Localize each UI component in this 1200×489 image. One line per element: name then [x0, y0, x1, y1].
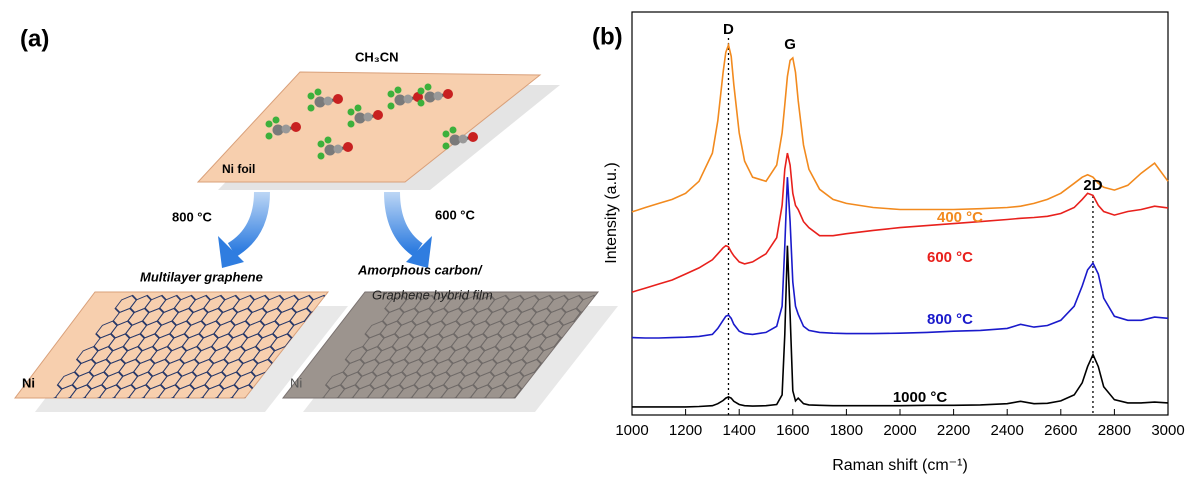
spectrum-line — [632, 245, 1169, 408]
atom — [417, 87, 425, 95]
atom — [323, 96, 333, 106]
x-tick-label: 1200 — [669, 422, 702, 439]
x-tick-label: 2400 — [991, 422, 1024, 439]
plot-frame — [631, 11, 1169, 416]
atom — [333, 144, 343, 154]
atom — [458, 134, 468, 144]
spectrum-line — [631, 152, 1169, 293]
atom — [354, 104, 362, 112]
arrow — [227, 191, 270, 257]
atom — [387, 102, 395, 110]
product-title: Multilayer graphene — [140, 269, 263, 284]
graphene-lattice — [37, 294, 328, 398]
atom — [394, 86, 402, 94]
x-tick-label: 1000 — [615, 422, 648, 439]
atom — [307, 92, 315, 100]
atom — [324, 136, 332, 144]
x-tick-label: 1600 — [776, 422, 809, 439]
atom — [443, 89, 453, 99]
atom — [317, 140, 325, 148]
atom — [413, 92, 423, 102]
series-label: 1000 °C — [893, 389, 948, 406]
atom — [424, 91, 436, 103]
atom — [272, 124, 284, 136]
x-tick-label: 1800 — [830, 422, 863, 439]
temperature-label: 800 °C — [172, 209, 213, 224]
atom — [387, 90, 395, 98]
ni-foil-plate — [196, 71, 542, 183]
peak-label: G — [784, 36, 796, 53]
substrate-label: Ni — [290, 375, 302, 390]
atom — [449, 134, 461, 146]
atom — [265, 120, 273, 128]
spectrum-line — [631, 42, 1169, 213]
temperature-label: 600 °C — [435, 207, 476, 222]
molecules — [265, 83, 478, 160]
arrow-head — [218, 236, 244, 268]
peak-label: D — [723, 21, 734, 38]
atom — [314, 88, 322, 96]
x-tick-label: 2800 — [1098, 422, 1131, 439]
x-tick-label: 1400 — [723, 422, 756, 439]
product-title: Graphene hybrid film — [372, 287, 493, 302]
arrow — [384, 191, 423, 257]
y-axis-title: Intensity (a.u.) — [603, 162, 620, 263]
x-tick-label: 2200 — [937, 422, 970, 439]
atom — [449, 126, 457, 134]
panel-label: (b) — [592, 23, 623, 50]
atom — [433, 91, 443, 101]
atom — [417, 99, 425, 107]
atom — [265, 132, 273, 140]
series-label: 400 °C — [937, 209, 983, 226]
atom — [333, 94, 343, 104]
atom — [324, 144, 336, 156]
atom — [314, 96, 326, 108]
x-tick-label: 2600 — [1044, 422, 1077, 439]
chart-panel: (b) Raman shift (cm⁻¹) Intensity (a.u.) … — [592, 11, 1185, 474]
atom — [373, 110, 383, 120]
atom — [424, 83, 432, 91]
series-label: 600 °C — [927, 249, 973, 266]
spectrum-line — [631, 177, 1169, 339]
molecule-label: CH₃CN — [355, 49, 399, 64]
atom — [394, 94, 406, 106]
diagram-panel: (a) CH₃CN Ni foil 800 °C 600 °C Multilay… — [13, 25, 618, 412]
x-tick-label: 3000 — [1151, 422, 1184, 439]
product-title: Amorphous carbon/ — [357, 262, 483, 277]
panel-label: (a) — [20, 25, 49, 52]
atom — [347, 120, 355, 128]
atom — [442, 130, 450, 138]
atom — [442, 142, 450, 150]
series-label: 800 °C — [927, 311, 973, 328]
atom — [307, 104, 315, 112]
x-axis-title: Raman shift (cm⁻¹) — [832, 457, 968, 474]
atom — [363, 112, 373, 122]
atom — [403, 94, 413, 104]
atom — [317, 152, 325, 160]
arrow-head — [406, 236, 432, 268]
x-tick-label: 2000 — [883, 422, 916, 439]
atom — [354, 112, 366, 124]
peak-label: 2D — [1083, 177, 1102, 194]
atom — [272, 116, 280, 124]
atom — [291, 122, 301, 132]
atom — [468, 132, 478, 142]
atom — [281, 124, 291, 134]
substrate-label: Ni — [22, 375, 35, 390]
substrate-label: Ni foil — [222, 162, 255, 176]
atom — [343, 142, 353, 152]
atom — [347, 108, 355, 116]
